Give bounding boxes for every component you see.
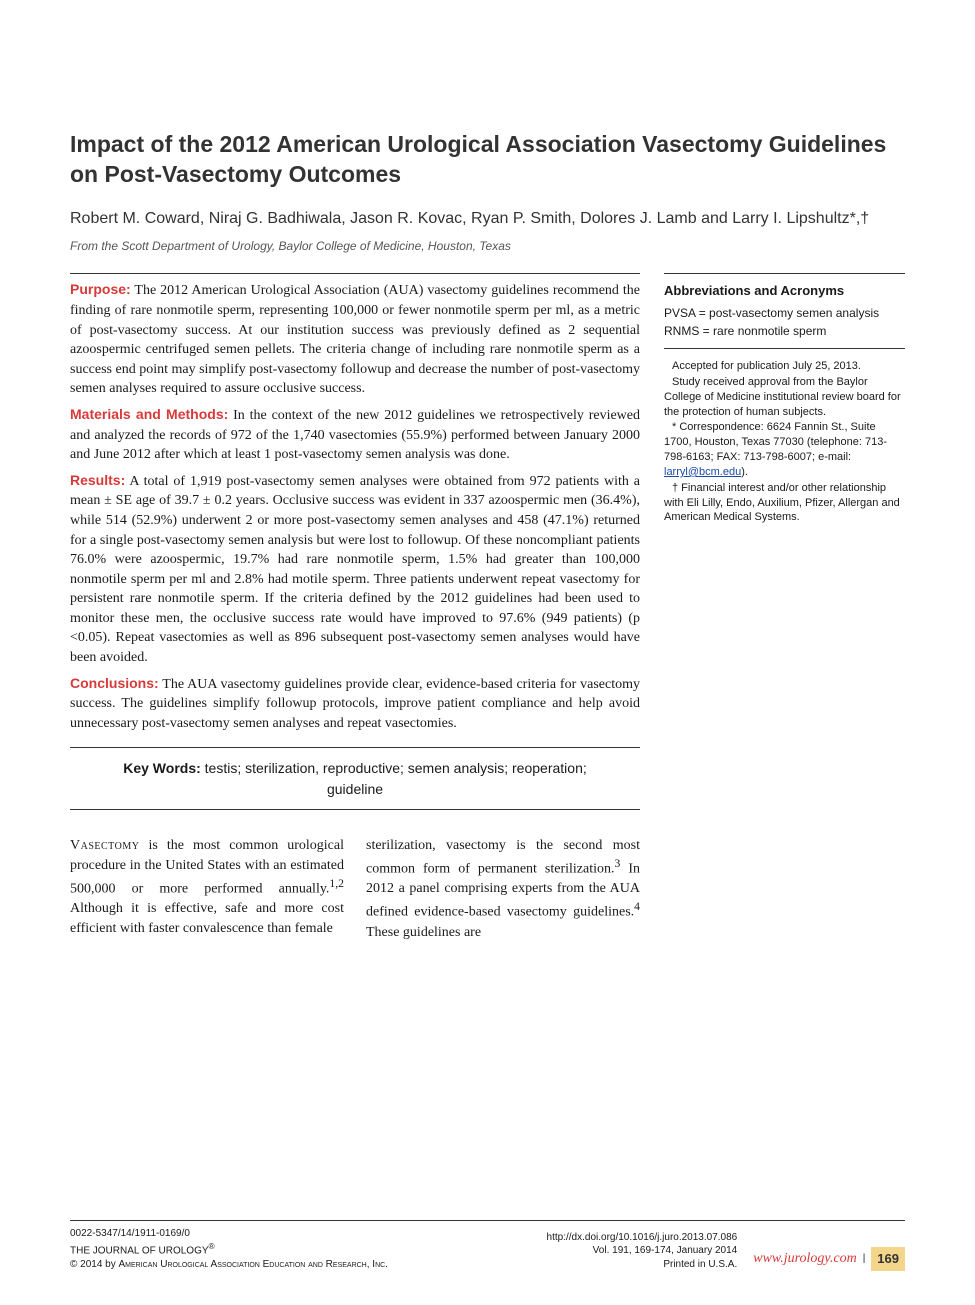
body-text: Vasectomy is the most common urological … <box>70 836 640 943</box>
reg-mark: ® <box>209 1241 215 1251</box>
sidebar-column: Abbreviations and Acronyms PVSA = post-v… <box>664 273 905 942</box>
accepted-date: Accepted for publication July 25, 2013. <box>664 359 905 374</box>
footer-copyright: © 2014 by American Urological Associatio… <box>70 1258 388 1272</box>
methods-label: Materials and Methods: <box>70 406 228 422</box>
purpose-label: Purpose: <box>70 281 131 297</box>
copyright-prefix: © 2014 by <box>70 1259 119 1270</box>
abbr-def: = rare nonmotile sperm <box>699 324 826 338</box>
journal-url[interactable]: www.jurology.com <box>753 1250 856 1269</box>
keywords-label: Key Words: <box>123 760 204 776</box>
abstract-purpose: Purpose: The 2012 American Urological As… <box>70 280 640 399</box>
irb-note: Study received approval from the Baylor … <box>664 375 905 420</box>
abbreviations-box: Abbreviations and Acronyms PVSA = post-v… <box>664 273 905 349</box>
results-text: A total of 1,919 post-vasectomy semen an… <box>70 474 640 665</box>
body-col2-ref2: 4 <box>634 900 640 913</box>
paper-page: Impact of the 2012 American Urological A… <box>0 0 975 983</box>
footer-doi: http://dx.doi.org/10.1016/j.juro.2013.07… <box>388 1231 737 1245</box>
page-divider: | <box>863 1252 866 1266</box>
results-label: Results: <box>70 472 125 488</box>
corr-email-link[interactable]: larryl@bcm.edu <box>664 466 741 478</box>
affiliation: From the Scott Department of Urology, Ba… <box>70 239 905 253</box>
abbr-term: PVSA <box>664 306 695 320</box>
abbreviations-title: Abbreviations and Acronyms <box>664 282 905 301</box>
body-lead-word: Vasectomy <box>70 838 139 853</box>
paper-title: Impact of the 2012 American Urological A… <box>70 130 905 190</box>
abstract-results: Results: A total of 1,919 post-vasectomy… <box>70 471 640 668</box>
keywords-text: testis; sterilization, reproductive; sem… <box>205 760 587 796</box>
conclusions-label: Conclusions: <box>70 675 159 691</box>
footer-left: 0022-5347/14/1911-0169/0 THE JOURNAL OF … <box>70 1227 388 1271</box>
abstract-methods: Materials and Methods: In the context of… <box>70 405 640 465</box>
footer-center: http://dx.doi.org/10.1016/j.juro.2013.07… <box>388 1231 753 1272</box>
footer-right: www.jurology.com | 169 <box>753 1247 905 1271</box>
abbr-term: RNMS <box>664 324 699 338</box>
abstract-conclusions: Conclusions: The AUA vasectomy guideline… <box>70 674 640 734</box>
footer-journal: THE JOURNAL OF UROLOGY® <box>70 1241 388 1258</box>
abstract-column: Purpose: The 2012 American Urological As… <box>70 273 640 942</box>
abbr-item-rnms: RNMS = rare nonmotile sperm <box>664 323 905 340</box>
correspondence: * Correspondence: 6624 Fannin St., Suite… <box>664 420 905 479</box>
corr-post: ). <box>741 466 748 478</box>
body-col1-ref: 1,2 <box>329 877 344 890</box>
abbr-def: = post-vasectomy semen analysis <box>695 306 879 320</box>
abbr-item-pvsa: PVSA = post-vasectomy semen analysis <box>664 305 905 322</box>
journal-name: THE JOURNAL OF UROLOGY <box>70 1245 209 1256</box>
body-col1-tail: Although it is effective, safe and more … <box>70 901 344 936</box>
keywords-block: Key Words: testis; sterilization, reprod… <box>70 747 640 810</box>
disclosure: † Financial interest and/or other relati… <box>664 481 905 526</box>
copyright-org: American Urological Association Educatio… <box>119 1259 388 1270</box>
body-col-2: sterilization, vasectomy is the second m… <box>366 836 640 943</box>
footer-volume: Vol. 191, 169-174, January 2014 <box>388 1244 737 1258</box>
sidebar-notes: Accepted for publication July 25, 2013. … <box>664 359 905 525</box>
purpose-text: The 2012 American Urological Association… <box>70 283 640 396</box>
footer-printed: Printed in U.S.A. <box>388 1258 737 1272</box>
author-list: Robert M. Coward, Niraj G. Badhiwala, Ja… <box>70 208 905 230</box>
body-col2-tail: These guidelines are <box>366 925 481 940</box>
footer-issn: 0022-5347/14/1911-0169/0 <box>70 1227 388 1241</box>
body-col-1: Vasectomy is the most common urological … <box>70 836 344 943</box>
abstract-row: Purpose: The 2012 American Urological As… <box>70 273 905 942</box>
page-number: 169 <box>871 1247 905 1271</box>
page-footer: 0022-5347/14/1911-0169/0 THE JOURNAL OF … <box>70 1220 905 1271</box>
corr-text: * Correspondence: 6624 Fannin St., Suite… <box>664 421 887 463</box>
keywords: Key Words: testis; sterilization, reprod… <box>110 758 600 799</box>
body-col2-text: sterilization, vasectomy is the second m… <box>366 838 640 877</box>
